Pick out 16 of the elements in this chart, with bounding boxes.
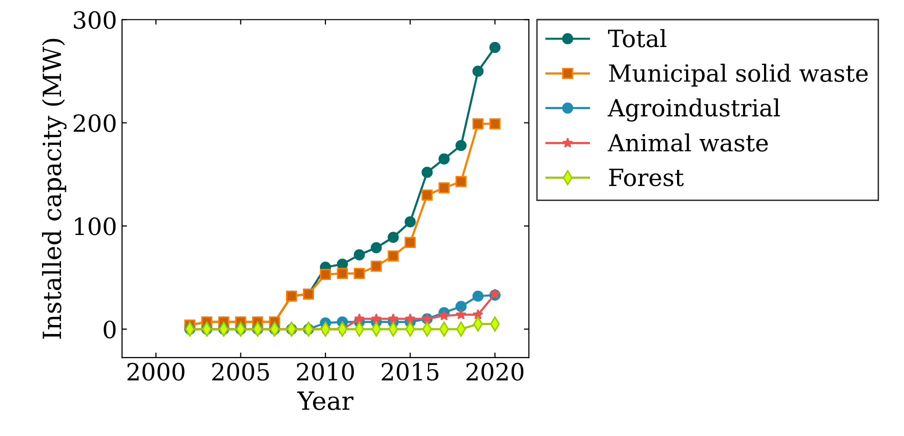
y-tick-label: 0 [104, 320, 116, 338]
x-tick-label: 2010 [296, 362, 354, 381]
legend-label: Agroindustrial [608, 98, 780, 122]
x-tick-label: 2015 [382, 362, 438, 381]
legend-label: Municipal solid waste [608, 64, 868, 87]
legend-label: Total [608, 29, 666, 48]
y-tick-label: 300 [74, 11, 116, 29]
legend-label: Animal waste [608, 133, 768, 152]
x-tick-label: 2000 [127, 362, 184, 381]
legend-label: Forest [609, 168, 684, 186]
y-tick-label: 100 [74, 217, 116, 236]
y-tick-label: 200 [74, 114, 116, 132]
y-axis-title: Installed capacity (MW) [42, 38, 67, 339]
x-axis-title: Year [297, 392, 354, 410]
x-tick-label: 2020 [466, 362, 524, 381]
x-tick-label: 2005 [212, 362, 269, 381]
